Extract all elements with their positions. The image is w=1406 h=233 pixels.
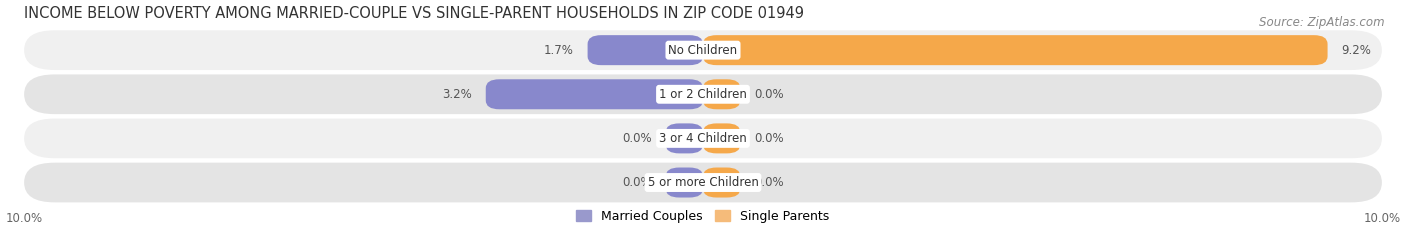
FancyBboxPatch shape	[24, 30, 1382, 70]
Text: 0.0%: 0.0%	[754, 132, 783, 145]
FancyBboxPatch shape	[665, 168, 703, 198]
Text: INCOME BELOW POVERTY AMONG MARRIED-COUPLE VS SINGLE-PARENT HOUSEHOLDS IN ZIP COD: INCOME BELOW POVERTY AMONG MARRIED-COUPL…	[24, 6, 804, 21]
Legend: Married Couples, Single Parents: Married Couples, Single Parents	[571, 205, 835, 228]
Text: 1.7%: 1.7%	[544, 44, 574, 57]
FancyBboxPatch shape	[703, 35, 1327, 65]
FancyBboxPatch shape	[588, 35, 703, 65]
Text: 0.0%: 0.0%	[754, 88, 783, 101]
FancyBboxPatch shape	[703, 123, 741, 153]
FancyBboxPatch shape	[703, 79, 741, 109]
Text: 1 or 2 Children: 1 or 2 Children	[659, 88, 747, 101]
FancyBboxPatch shape	[24, 163, 1382, 202]
FancyBboxPatch shape	[24, 119, 1382, 158]
Text: 5 or more Children: 5 or more Children	[648, 176, 758, 189]
Text: No Children: No Children	[668, 44, 738, 57]
FancyBboxPatch shape	[24, 74, 1382, 114]
Text: 3.2%: 3.2%	[443, 88, 472, 101]
FancyBboxPatch shape	[485, 79, 703, 109]
Text: Source: ZipAtlas.com: Source: ZipAtlas.com	[1260, 16, 1385, 29]
Text: 3 or 4 Children: 3 or 4 Children	[659, 132, 747, 145]
Text: 0.0%: 0.0%	[754, 176, 783, 189]
Text: 9.2%: 9.2%	[1341, 44, 1371, 57]
FancyBboxPatch shape	[665, 123, 703, 153]
FancyBboxPatch shape	[703, 168, 741, 198]
Text: 0.0%: 0.0%	[623, 176, 652, 189]
Text: 0.0%: 0.0%	[623, 132, 652, 145]
